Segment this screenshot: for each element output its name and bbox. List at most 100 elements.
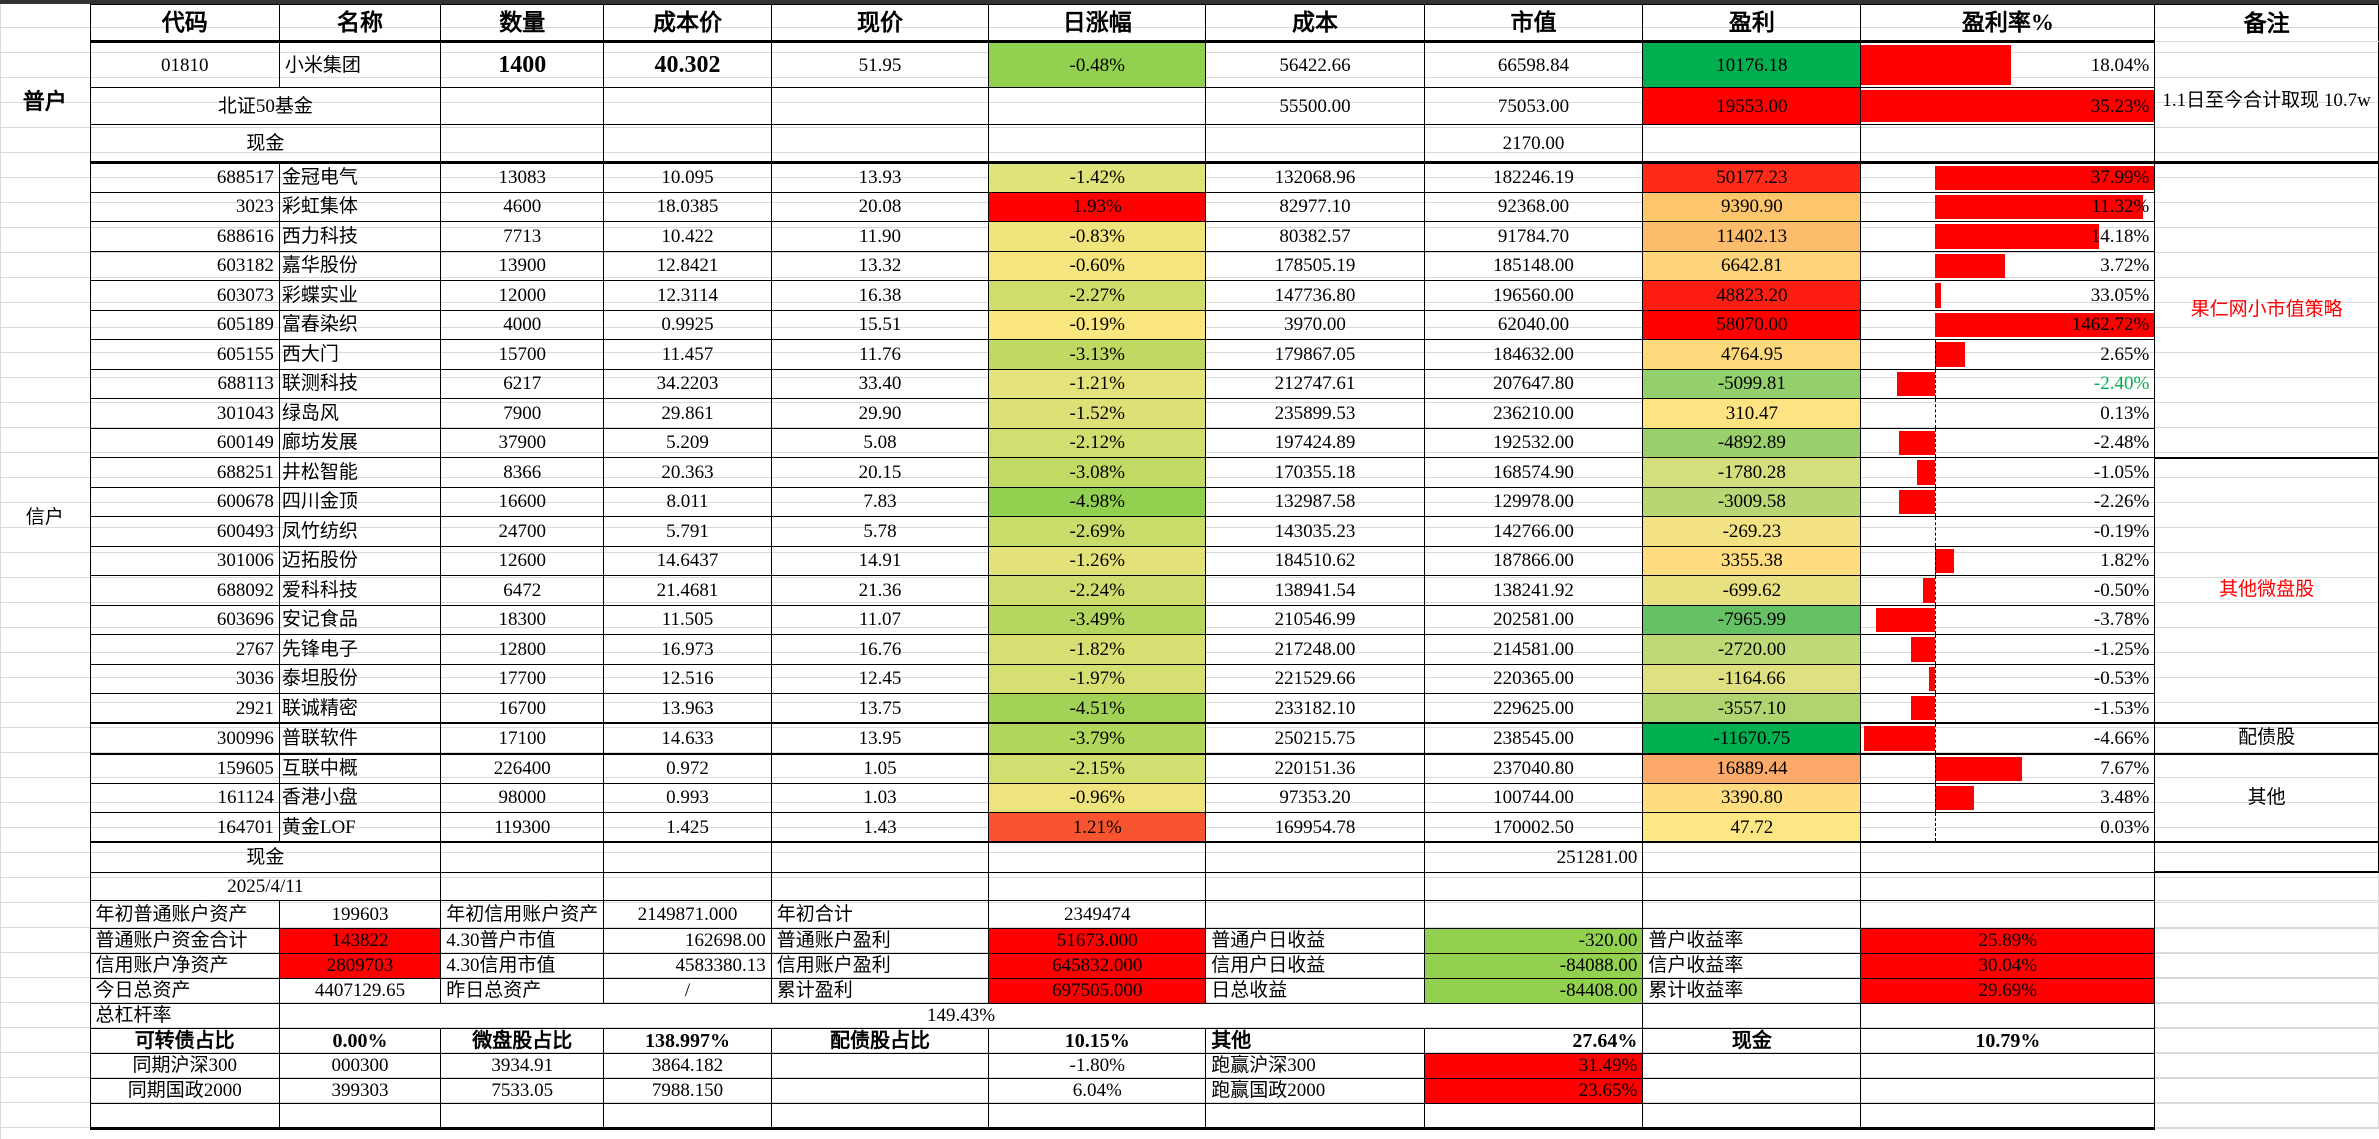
cell-rate[interactable]: -2.48% xyxy=(1860,427,2156,458)
cell-name[interactable]: 西力科技 xyxy=(278,221,442,252)
benchmark-cell[interactable]: 3864.182 xyxy=(603,1052,772,1079)
cell-profit[interactable]: -11670.75 xyxy=(1642,722,1862,754)
cell-rate[interactable]: 0.03% xyxy=(1860,812,2156,843)
cell-change[interactable]: -1.26% xyxy=(988,545,1207,576)
cell-name[interactable]: 金冠电气 xyxy=(278,162,442,193)
cell-name[interactable]: 彩虹集体 xyxy=(278,191,442,222)
summary-value[interactable]: 51673.000 xyxy=(988,927,1207,954)
cell-empty[interactable] xyxy=(440,871,605,901)
cell-empty[interactable] xyxy=(1205,871,1425,901)
cell-cost-price[interactable]: 0.9925 xyxy=(603,309,772,340)
cell-price[interactable]: 12.45 xyxy=(770,663,990,694)
cell-change[interactable]: -4.51% xyxy=(988,693,1207,724)
cell-qty[interactable]: 12800 xyxy=(440,634,605,665)
cell-qty[interactable]: 13900 xyxy=(440,250,605,281)
ratio-value[interactable]: 10.79% xyxy=(1860,1027,2156,1054)
benchmark-cell[interactable]: 7533.05 xyxy=(440,1077,605,1104)
benchmark-cell[interactable]: 跑赢沪深300 xyxy=(1205,1052,1425,1079)
cell-profit[interactable]: -269.23 xyxy=(1642,516,1862,547)
cell-change[interactable]: -3.79% xyxy=(988,722,1207,754)
cell-cost-price[interactable]: 5.209 xyxy=(603,427,772,458)
note-other[interactable]: 其他 xyxy=(2154,752,2379,843)
cell-change[interactable]: 1.93% xyxy=(988,191,1207,222)
cell-code[interactable]: 603073 xyxy=(89,280,280,311)
summary-value[interactable]: 2349474 xyxy=(988,899,1207,929)
cell-price[interactable]: 29.90 xyxy=(770,398,990,429)
cell-rate[interactable]: 37.99% xyxy=(1860,162,2156,193)
cell-profit[interactable]: 47.72 xyxy=(1642,812,1862,843)
cell-qty[interactable]: 17700 xyxy=(440,663,605,694)
cell-qty[interactable]: 226400 xyxy=(440,752,605,784)
summary-label[interactable]: 年初信用账户资产 xyxy=(440,899,605,929)
cell-price[interactable]: 21.36 xyxy=(770,575,990,606)
cell-empty[interactable] xyxy=(2154,1052,2379,1079)
cell-code[interactable]: 159605 xyxy=(89,752,280,784)
header-note[interactable]: 备注 xyxy=(2154,4,2379,42)
cell-name[interactable]: 普联软件 xyxy=(278,722,442,754)
summary-value[interactable]: 29.69% xyxy=(1860,977,2156,1004)
cell-qty[interactable]: 8366 xyxy=(440,457,605,488)
cell-empty[interactable] xyxy=(1205,1102,1425,1130)
cell-value[interactable]: 251281.00 xyxy=(1423,841,1644,873)
cell-rate[interactable]: 3.48% xyxy=(1860,782,2156,813)
cell-change[interactable]: 1.21% xyxy=(988,812,1207,843)
cell-cost[interactable]: 178505.19 xyxy=(1205,250,1425,281)
cell-value[interactable]: 185148.00 xyxy=(1423,250,1644,281)
cell-price[interactable]: 1.03 xyxy=(770,782,990,813)
cell-change[interactable]: -0.96% xyxy=(988,782,1207,813)
cell-empty[interactable] xyxy=(988,124,1207,164)
benchmark-cell[interactable] xyxy=(1642,1077,1862,1104)
benchmark-cell[interactable]: 跑赢国政2000 xyxy=(1205,1077,1425,1104)
cell-name[interactable]: 嘉华股份 xyxy=(278,250,442,281)
cell-fund-name[interactable]: 北证50基金 xyxy=(89,87,442,125)
cell-rate[interactable]: 14.18% xyxy=(1860,221,2156,252)
cell-qty[interactable]: 16600 xyxy=(440,486,605,517)
cell-code[interactable]: 2767 xyxy=(89,634,280,665)
cell-cost-price[interactable]: 34.2203 xyxy=(603,368,772,399)
cell-change[interactable]: -2.69% xyxy=(988,516,1207,547)
cell-cost[interactable]: 82977.10 xyxy=(1205,191,1425,222)
cell-price[interactable]: 16.38 xyxy=(770,280,990,311)
cell-empty[interactable] xyxy=(1642,1002,1862,1029)
cell-qty[interactable]: 7713 xyxy=(440,221,605,252)
cell-name[interactable]: 井松智能 xyxy=(278,457,442,488)
cell-code[interactable]: 688251 xyxy=(89,457,280,488)
cell-rate[interactable]: -0.50% xyxy=(1860,575,2156,606)
cell-qty[interactable]: 37900 xyxy=(440,427,605,458)
summary-value[interactable]: / xyxy=(603,977,772,1004)
cell-qty[interactable]: 17100 xyxy=(440,722,605,754)
cell-rate[interactable]: -1.53% xyxy=(1860,693,2156,724)
cell-cost[interactable]: 184510.62 xyxy=(1205,545,1425,576)
cell-empty[interactable] xyxy=(988,87,1207,125)
cell-value[interactable]: 237040.80 xyxy=(1423,752,1644,784)
summary-label[interactable] xyxy=(1642,899,1862,929)
cell-profit[interactable]: 4764.95 xyxy=(1642,339,1862,370)
summary-label[interactable]: 今日总资产 xyxy=(89,977,280,1004)
cell-price[interactable]: 13.93 xyxy=(770,162,990,193)
cell-rate[interactable]: 0.13% xyxy=(1860,398,2156,429)
cell-cost[interactable]: 3970.00 xyxy=(1205,309,1425,340)
cell-empty[interactable] xyxy=(988,1102,1207,1130)
cell-rate[interactable]: -0.53% xyxy=(1860,663,2156,694)
summary-label[interactable]: 日总收益 xyxy=(1205,977,1425,1004)
cell-price[interactable]: 11.90 xyxy=(770,221,990,252)
summary-value[interactable]: 162698.00 xyxy=(603,927,772,954)
cell-cost-price[interactable]: 11.457 xyxy=(603,339,772,370)
header-change[interactable]: 日涨幅 xyxy=(988,4,1207,43)
cell-empty[interactable] xyxy=(988,841,1207,873)
cell-value[interactable]: 75053.00 xyxy=(1423,87,1644,125)
cell-empty[interactable] xyxy=(2154,841,2379,873)
cell-cost-price[interactable]: 29.861 xyxy=(603,398,772,429)
cell-name[interactable]: 四川金顶 xyxy=(278,486,442,517)
cell-empty[interactable] xyxy=(1205,124,1425,164)
cell-value[interactable]: 168574.90 xyxy=(1423,457,1644,488)
summary-date[interactable]: 2025/4/11 xyxy=(89,871,442,901)
cell-profit[interactable]: -5099.81 xyxy=(1642,368,1862,399)
cell-empty[interactable] xyxy=(1860,841,2156,873)
cell-cost[interactable]: 138941.54 xyxy=(1205,575,1425,606)
benchmark-label[interactable]: 同期国政2000 xyxy=(89,1077,280,1104)
cell-profit[interactable]: -7965.99 xyxy=(1642,604,1862,635)
cell-cost[interactable]: 143035.23 xyxy=(1205,516,1425,547)
cell-name[interactable]: 黄金LOF xyxy=(278,812,442,843)
summary-value[interactable]: -84088.00 xyxy=(1423,952,1644,979)
